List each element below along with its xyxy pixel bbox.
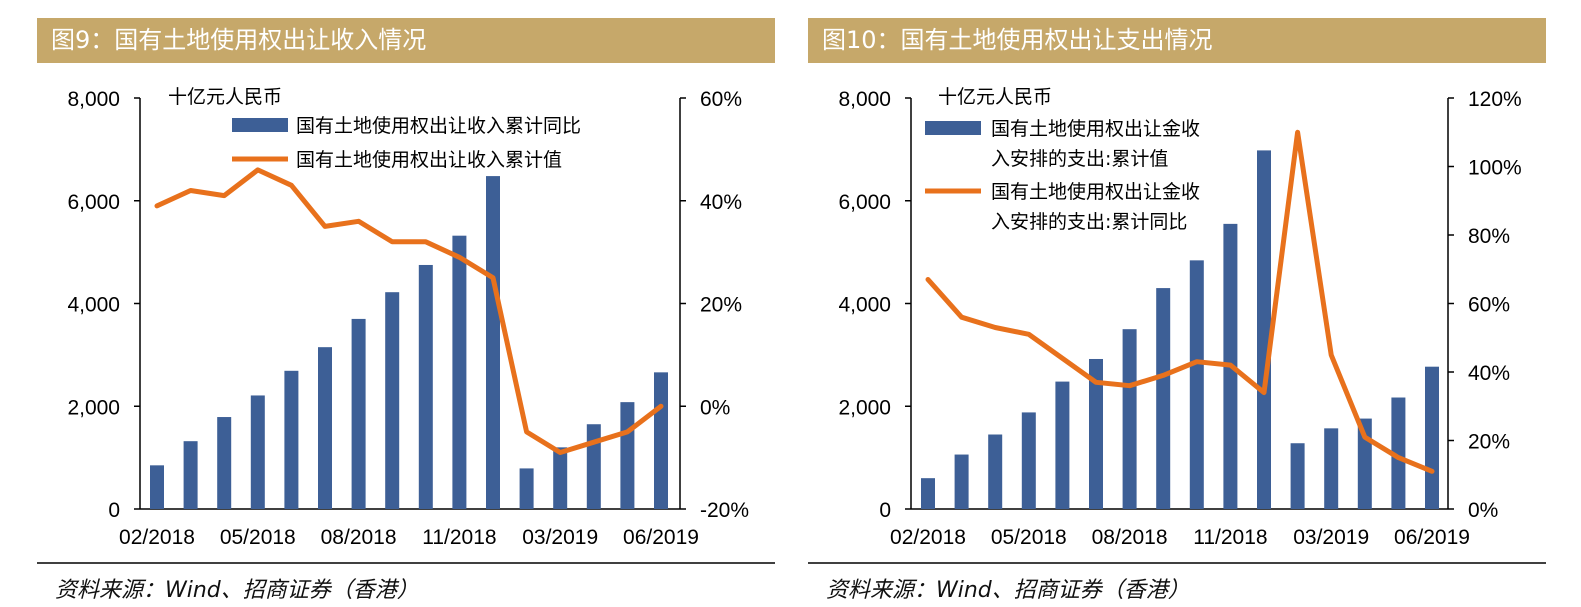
chart-10-svg: 0 2,000 4,000 6,000 8,000 0% 20% 40% 60% 80% 100% 1… <box>808 86 1546 564</box>
x-tick-label: 02/2018 <box>890 526 966 549</box>
legend-bar-label: 国有土地使用权出让收入累计同比 <box>296 115 581 137</box>
right-tick-label: -20% <box>700 499 749 522</box>
right-tick-label: 80% <box>1468 225 1510 248</box>
x-tick-label: 11/2018 <box>422 526 496 549</box>
bar <box>318 347 332 509</box>
bar <box>150 465 164 509</box>
bar <box>553 447 568 509</box>
left-tick-label: 8,000 <box>838 88 891 111</box>
chart-title: 图10：国有土地使用权出让支出情况 <box>808 18 1546 63</box>
bar <box>1391 397 1406 509</box>
legend-bar-swatch <box>925 121 981 135</box>
left-tick-label: 6,000 <box>67 191 120 214</box>
right-tick-label: 20% <box>700 294 742 317</box>
unit-label: 十亿元人民币 <box>938 86 1052 108</box>
x-tick-label: 06/2019 <box>623 526 699 549</box>
left-tick-label: 8,000 <box>67 88 120 111</box>
chart-panel-right: 图10：国有土地使用权出让支出情况 0 2,000 4,000 6,000 8,000 0… <box>808 0 1581 607</box>
bar <box>1324 428 1339 509</box>
legend-bar-label: 入安排的支出:累计值 <box>991 148 1168 170</box>
bar <box>351 318 366 509</box>
bar <box>1021 412 1036 509</box>
left-tick-label: 2,000 <box>838 396 891 419</box>
source-note: 资料来源：Wind、招商证券（香港） <box>55 578 419 603</box>
left-tick-label: 0 <box>108 499 120 522</box>
legend-line-label: 国有土地使用权出让收入累计值 <box>296 149 562 171</box>
left-tick-label: 0 <box>879 499 891 522</box>
bar <box>284 370 299 509</box>
legend-bar-label: 国有土地使用权出让金收 <box>991 118 1200 140</box>
bar <box>1257 150 1271 509</box>
bar <box>921 478 935 509</box>
legend-line-label: 入安排的支出:累计同比 <box>991 211 1187 233</box>
bar <box>620 402 635 509</box>
right-tick-label: 60% <box>1468 294 1510 317</box>
bar <box>519 468 534 509</box>
bar <box>452 235 467 509</box>
bar <box>1425 366 1439 509</box>
bar <box>418 264 433 509</box>
bar <box>1189 260 1204 509</box>
x-tick-label: 03/2019 <box>522 526 598 549</box>
bar <box>183 441 198 509</box>
bar <box>1122 329 1137 509</box>
bar <box>385 292 400 509</box>
right-tick-label: 40% <box>1468 362 1510 385</box>
source-note: 资料来源：Wind、招商证券（香港） <box>826 578 1190 603</box>
left-tick-label: 6,000 <box>838 191 891 214</box>
bar <box>988 434 1003 509</box>
legend-line-label: 国有土地使用权出让金收 <box>991 181 1200 203</box>
x-tick-label: 11/2018 <box>1193 526 1267 549</box>
right-tick-label: 40% <box>700 191 742 214</box>
x-tick-label: 03/2019 <box>1293 526 1369 549</box>
right-tick-label: 60% <box>700 88 742 111</box>
x-tick-label: 08/2018 <box>1092 526 1168 549</box>
chart-9-svg: 0 2,000 4,000 6,000 8,000 -20% 0% 20% 40% 60% 02/2… <box>37 86 775 564</box>
bar <box>1290 443 1305 509</box>
series-line <box>154 167 664 455</box>
bar <box>1156 288 1171 509</box>
x-tick-label: 05/2018 <box>220 526 296 549</box>
x-tick-label: 05/2018 <box>991 526 1067 549</box>
left-tick-label: 4,000 <box>838 294 891 317</box>
x-tick-label: 06/2019 <box>1394 526 1470 549</box>
chart-title: 图9：国有土地使用权出让收入情况 <box>37 18 775 63</box>
legend-bar-swatch <box>232 118 288 132</box>
series-line <box>925 129 1435 474</box>
x-tick-label: 08/2018 <box>321 526 397 549</box>
left-tick-label: 2,000 <box>67 396 120 419</box>
bar <box>586 424 601 509</box>
right-tick-label: 100% <box>1468 157 1522 180</box>
chart-panel-left: 图9：国有土地使用权出让收入情况 0 2,000 4,000 6,000 8,000 -2… <box>0 0 790 607</box>
right-tick-label: 0% <box>700 396 730 419</box>
left-tick-label: 4,000 <box>67 294 120 317</box>
x-tick-label: 02/2018 <box>119 526 195 549</box>
bar <box>1089 358 1103 509</box>
bar <box>217 417 232 509</box>
right-tick-label: 0% <box>1468 499 1498 522</box>
right-tick-label: 20% <box>1468 431 1510 454</box>
bar <box>654 372 668 509</box>
unit-label: 十亿元人民币 <box>168 86 282 108</box>
bar <box>486 176 500 509</box>
right-tick-label: 120% <box>1468 88 1522 111</box>
bar <box>954 454 969 509</box>
bar <box>1055 381 1070 509</box>
bar <box>250 395 265 509</box>
